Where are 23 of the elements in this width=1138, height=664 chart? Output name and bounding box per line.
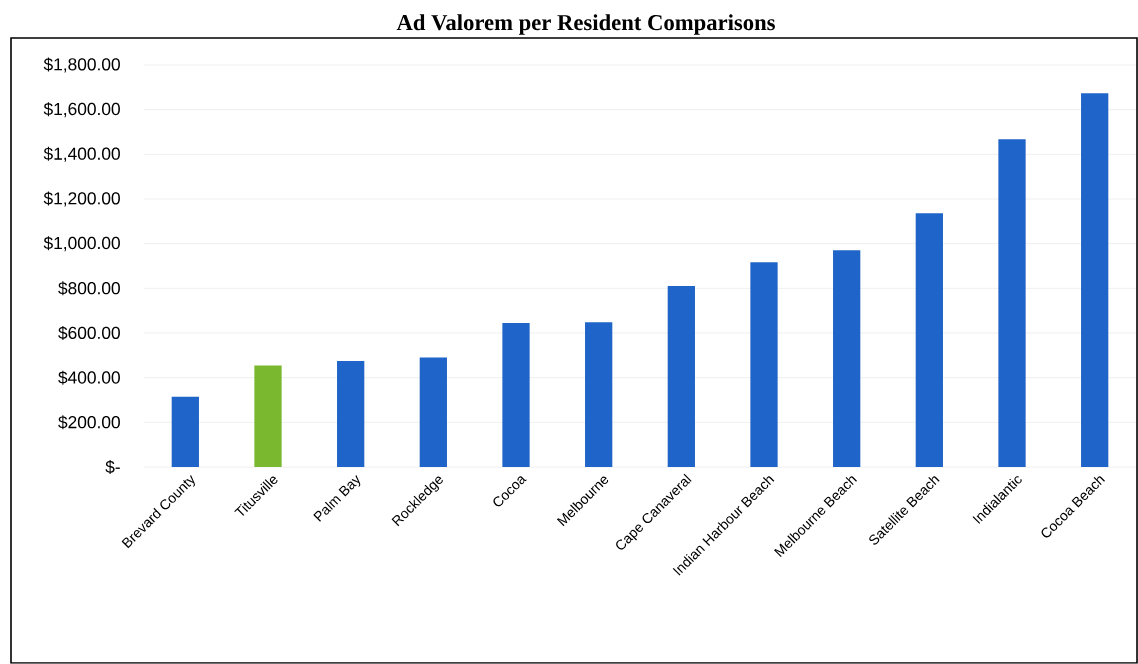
bar [915, 213, 943, 467]
bar [833, 250, 861, 467]
bar [419, 357, 447, 467]
bar [1081, 93, 1109, 467]
y-tick-label: $800.00 [58, 281, 120, 296]
bar [585, 322, 613, 467]
chart-title: Ad Valorem per Resident Comparisons [396, 14, 775, 35]
y-tick-label: $1,200.00 [43, 191, 120, 207]
y-tick-label: $- [105, 459, 120, 475]
bar [337, 360, 365, 467]
bar [171, 396, 199, 467]
y-tick-label: $600.00 [58, 325, 120, 341]
bar [998, 139, 1026, 467]
y-tick-label: $1,000.00 [43, 236, 120, 252]
y-tick-label: $400.00 [58, 370, 120, 385]
y-tick-label: $1,600.00 [43, 102, 120, 118]
y-tick-label: $200.00 [58, 415, 120, 430]
bar [667, 286, 695, 467]
y-tick-label: $1,800.00 [43, 57, 120, 73]
bar [254, 365, 282, 467]
y-tick-label: $1,400.00 [43, 146, 120, 162]
bar [750, 262, 778, 467]
bar [502, 322, 530, 467]
